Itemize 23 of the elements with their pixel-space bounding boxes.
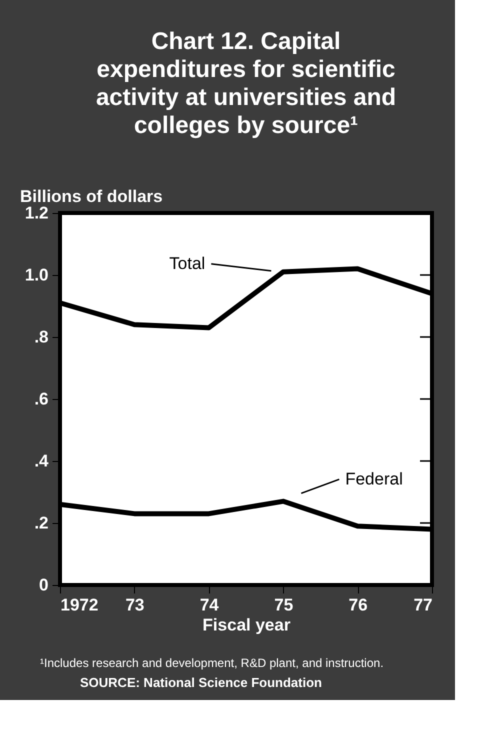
text: expenditures for scientific (96, 56, 396, 83)
x-tick-label: 77 (414, 596, 432, 614)
text: colleges by source¹ (134, 112, 358, 139)
x-tick-label: 74 (200, 596, 220, 614)
text: ¹Includes research and development, R&D plant, and instruction. (40, 656, 384, 670)
text: Chart 12. Capital (151, 28, 341, 55)
x-tick-label: 1972 (60, 596, 98, 614)
source-note: SOURCE: National Science Foundation (80, 675, 322, 690)
x-tick-label: 73 (125, 596, 144, 614)
y-tick-label: 0 (39, 576, 48, 594)
legend-label: Federal (345, 469, 403, 488)
y-tick-label: .4 (34, 452, 50, 470)
x-tick-label: 75 (274, 596, 294, 614)
text: activity at universities and (96, 84, 396, 111)
y-axis-title: Billions of dollars (20, 187, 163, 206)
y-tick-label: .6 (34, 390, 48, 408)
x-axis-title: Fiscal year (202, 616, 291, 634)
y-tick-label: .2 (34, 514, 48, 532)
x-tick-label: 76 (348, 596, 368, 614)
y-tick-label: .8 (34, 328, 48, 346)
text: Total (169, 254, 206, 273)
y-tick-label: 1.0 (24, 266, 48, 284)
y-tick-label: 1.2 (24, 204, 48, 222)
